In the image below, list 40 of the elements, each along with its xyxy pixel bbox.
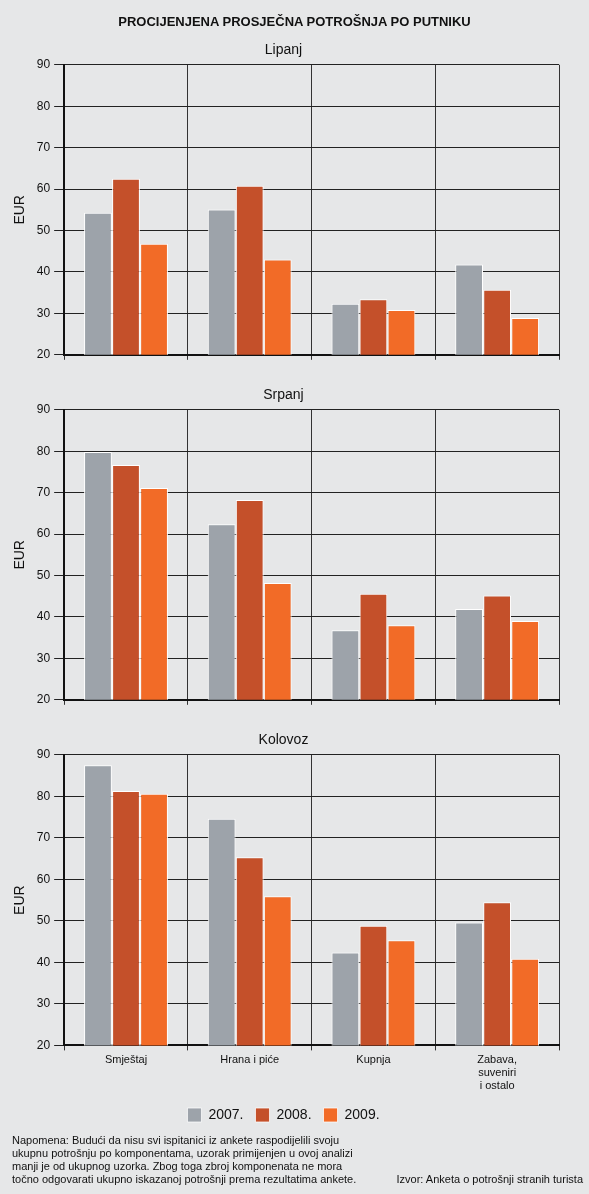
y-tick-label: 60 bbox=[36, 181, 51, 196]
y-tick-label: 60 bbox=[36, 871, 51, 886]
text: Napomena: Budući da nisu svi ispitanici iz ankete raspodijelili svoju ukupnu potrošnju po komponentama, uzorak primijenjen u ovoj analizi manji je od ukupnog uzorka. Zbog toga zbroj komponenata ne mora točno odgovarati ukupno iskazanoj potrošnji prema rezultatima ankete. bbox=[12, 1134, 358, 1186]
y-tick-label: 30 bbox=[36, 996, 51, 1011]
y-tick-label: 30 bbox=[36, 650, 51, 665]
chart-subtitle: Lipanj bbox=[264, 41, 303, 58]
y-tick-label: 80 bbox=[36, 788, 51, 803]
x-tick-label: Zabava, suveniri i ostalo bbox=[477, 1053, 518, 1092]
y-tick-label: 40 bbox=[36, 264, 51, 279]
chart-title: Srpanj bbox=[263, 386, 304, 403]
y-tick-label: 90 bbox=[36, 57, 51, 72]
text: Izvor: Anketa o potrošnji stranih turista bbox=[395, 1173, 583, 1186]
y-axis-title: EUR bbox=[11, 195, 28, 225]
y-tick-label: 50 bbox=[36, 913, 51, 928]
y-tick-label: 20 bbox=[36, 1037, 51, 1052]
y-tick-label: 90 bbox=[36, 747, 51, 762]
legend-label: 2007. bbox=[208, 1105, 244, 1122]
y-axis-title: EUR bbox=[11, 540, 28, 570]
y-tick-label: 30 bbox=[36, 305, 51, 320]
y-tick-label: 80 bbox=[36, 443, 51, 458]
y-tick-label: 70 bbox=[36, 139, 51, 154]
legend-label: 2009. bbox=[344, 1105, 380, 1122]
x-tick-label: Hrana i piće bbox=[220, 1053, 280, 1066]
chart-title: PROCIJENJENA PROSJEČNA POTROŠNJA PO PUTNIKU bbox=[117, 13, 472, 31]
y-tick-label: 40 bbox=[36, 954, 51, 969]
y-tick-label: 60 bbox=[36, 526, 51, 541]
y-tick-label: 40 bbox=[36, 609, 51, 624]
y-tick-label: 20 bbox=[36, 347, 51, 362]
x-tick-label: Kupnja bbox=[356, 1053, 392, 1066]
legend-label: 2008. bbox=[276, 1105, 312, 1122]
y-tick-label: 20 bbox=[36, 692, 51, 707]
y-tick-label: 80 bbox=[36, 98, 51, 113]
y-tick-label: 50 bbox=[36, 567, 51, 582]
y-axis-title: EUR bbox=[11, 885, 28, 915]
y-tick-label: 70 bbox=[36, 830, 51, 845]
y-tick-label: 90 bbox=[36, 402, 51, 417]
y-tick-label: 50 bbox=[36, 222, 51, 237]
y-tick-label: 70 bbox=[36, 484, 51, 499]
x-tick-label: Smještaj bbox=[104, 1053, 148, 1066]
chart-title: Kolovoz bbox=[258, 731, 309, 748]
